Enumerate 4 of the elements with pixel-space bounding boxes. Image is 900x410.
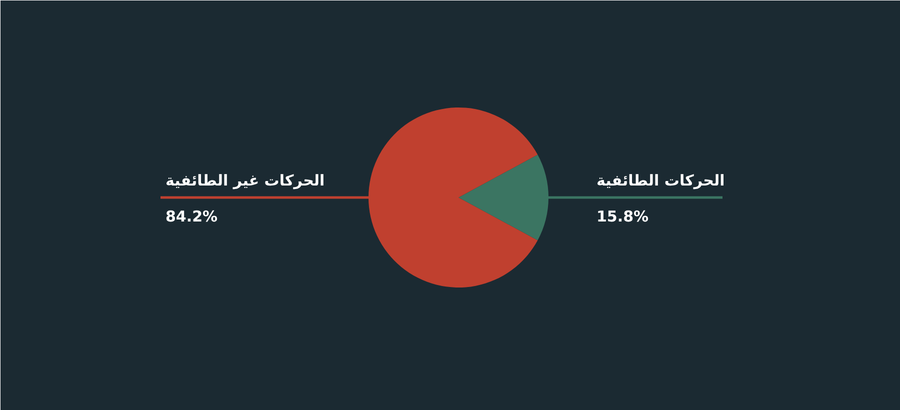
slice-label: الحركات الطائفية [596, 172, 725, 190]
data-label: 84.2% [166, 208, 218, 226]
data-label: 15.8% [596, 208, 649, 226]
slice-label: الحركات غير الطائفية [166, 172, 325, 190]
